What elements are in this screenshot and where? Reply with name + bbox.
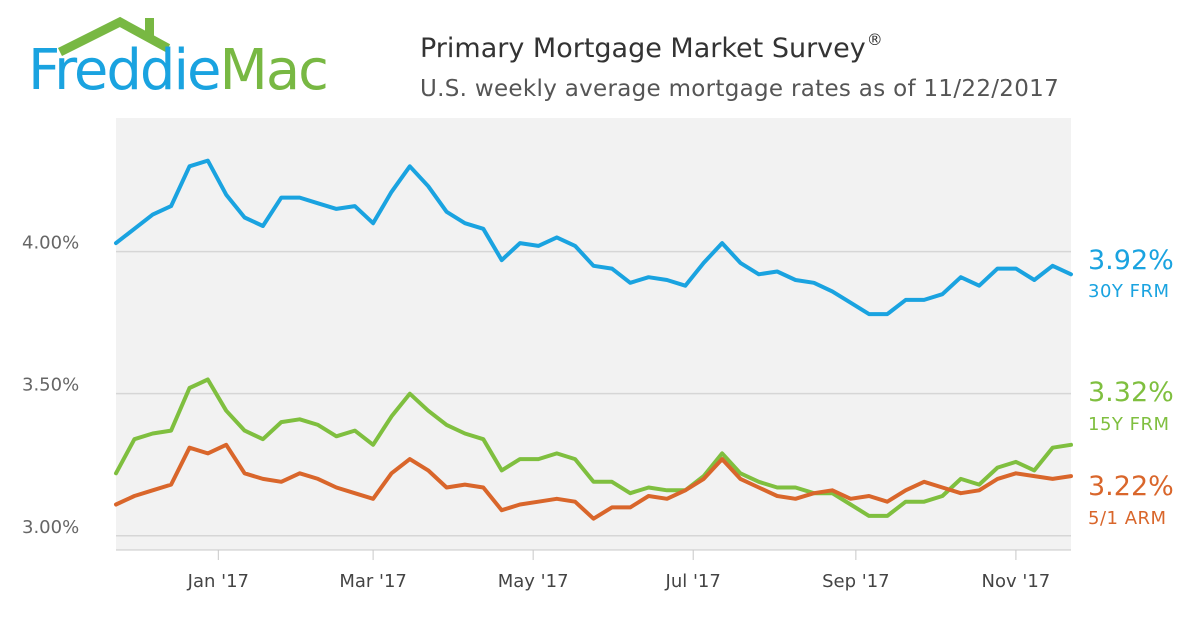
page-subtitle: U.S. weekly average mortgage rates as of… xyxy=(420,76,1060,102)
series-line-5-1-arm xyxy=(114,442,1073,521)
logo-word-freddie: Freddie xyxy=(28,38,221,103)
series-line-30y-frm xyxy=(114,158,1073,317)
page-title-text: Primary Mortgage Market Survey xyxy=(420,33,866,64)
x-tick-label-5: Nov '17 xyxy=(982,571,1051,592)
x-tick-label-1: Mar '17 xyxy=(339,571,407,592)
y-tick-label-2: 4.00% xyxy=(22,233,79,254)
freddie-mac-logo: FreddieMac xyxy=(28,16,380,106)
end-value-15y-frm: 3.32% xyxy=(1088,377,1174,408)
page-title: Primary Mortgage Market Survey® xyxy=(420,30,883,64)
series-line-15y-frm xyxy=(114,377,1073,518)
end-name-15y-frm: 15Y FRM xyxy=(1088,414,1170,435)
end-name-5-1-arm: 5/1 ARM xyxy=(1088,508,1167,529)
end-value-5-1-arm: 3.22% xyxy=(1088,471,1174,502)
y-tick-label-1: 3.50% xyxy=(22,375,79,396)
end-value-30y-frm: 3.92% xyxy=(1088,245,1174,276)
x-axis-ticks: Jan '17 Mar '17 May '17 Jul '17 Sep '17 Nov '… xyxy=(187,550,1051,592)
end-name-30y-frm: 30Y FRM xyxy=(1088,281,1170,302)
x-tick-label-0: Jan '17 xyxy=(187,571,249,592)
logo-word-mac: Mac xyxy=(219,38,329,103)
series-end-labels: 3.92% 30Y FRM 3.32% 15Y FRM 3.22% 5/1 ARM xyxy=(1088,245,1174,529)
x-tick-label-4: Sep '17 xyxy=(822,571,890,592)
logo-wordmark: FreddieMac xyxy=(28,36,329,106)
registered-mark: ® xyxy=(866,30,883,49)
y-tick-label-0: 3.00% xyxy=(22,517,79,538)
x-tick-label-2: May '17 xyxy=(498,571,569,592)
house-roof-icon xyxy=(57,16,171,56)
grid-lines xyxy=(116,250,1071,537)
plot-background xyxy=(116,118,1071,550)
series-lines xyxy=(114,158,1073,521)
x-tick-label-3: Jul '17 xyxy=(665,571,721,592)
y-axis-ticks: 3.00% 3.50% 4.00% xyxy=(22,233,79,538)
